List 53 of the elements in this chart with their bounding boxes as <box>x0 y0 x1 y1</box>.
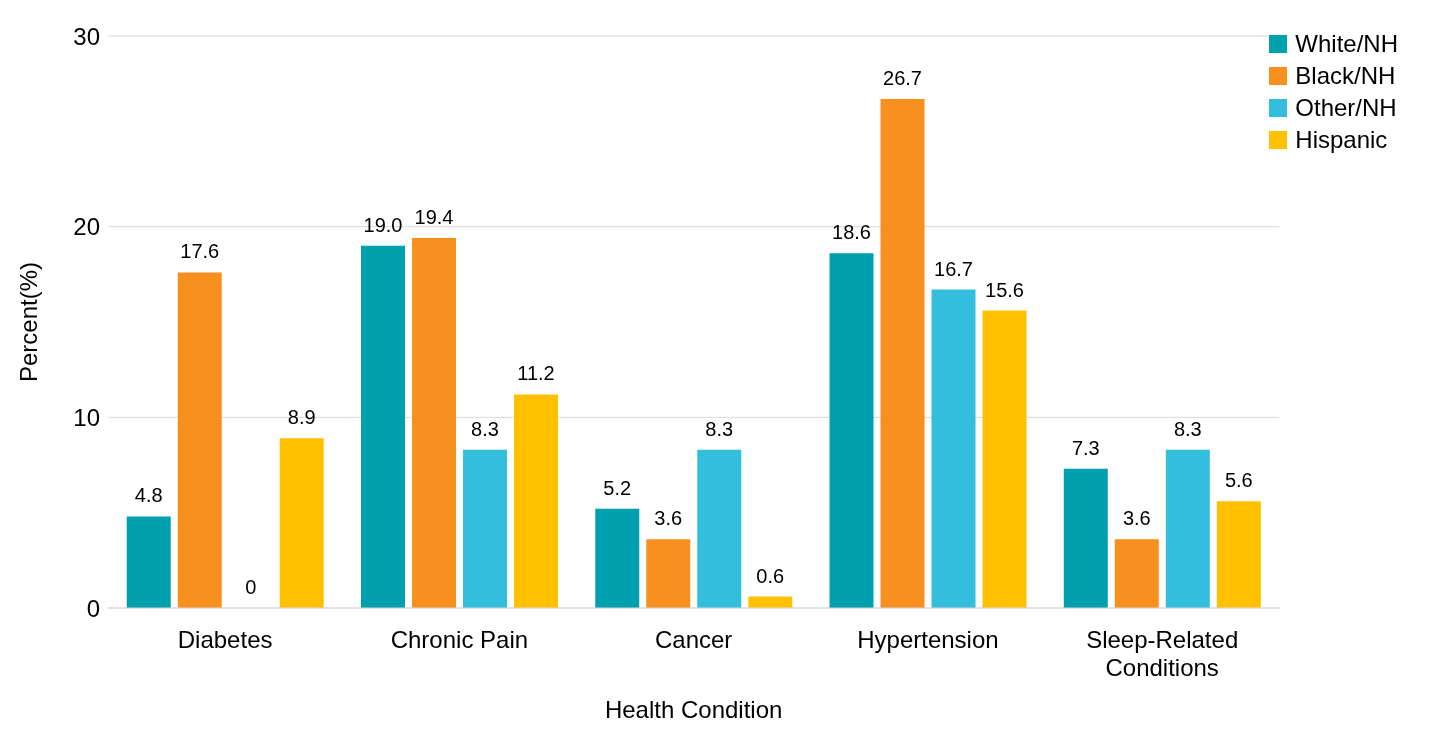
data-label: 0 <box>245 575 257 598</box>
bar <box>931 289 976 608</box>
bar <box>1063 468 1108 608</box>
bar <box>279 438 324 608</box>
bar <box>1216 501 1261 608</box>
data-label: 8.3 <box>471 417 499 440</box>
data-label: 26.7 <box>883 66 922 89</box>
data-label: 15.6 <box>985 278 1024 301</box>
data-label: 8.3 <box>1173 417 1202 440</box>
x-tick-label: Diabetes <box>177 625 273 653</box>
data-label: 17.6 <box>180 240 220 263</box>
bar <box>982 310 1027 608</box>
data-label: 0.6 <box>756 564 785 587</box>
y-tick-label: 20 <box>73 213 100 241</box>
bar <box>829 253 874 608</box>
bar <box>880 98 925 608</box>
x-tick-label: Sleep-Related Conditions <box>1086 625 1239 682</box>
x-tick-label: Chronic Pain <box>390 625 529 653</box>
data-label: 3.6 <box>654 507 683 530</box>
bar <box>463 449 507 608</box>
y-tick-label: 10 <box>73 403 100 431</box>
data-label: 3.6 <box>1122 507 1151 530</box>
bar <box>697 449 742 608</box>
legend-label: Black/NH <box>1295 61 1396 91</box>
bar <box>412 238 456 608</box>
y-tick-label: 30 <box>73 22 100 50</box>
y-tick-label: 0 <box>86 594 100 622</box>
y-axis-title: Percent(%) <box>14 261 42 383</box>
data-label: 8.9 <box>287 406 316 429</box>
data-label: 8.3 <box>705 417 734 440</box>
data-label: 4.8 <box>134 484 163 507</box>
data-label: 18.6 <box>832 221 871 244</box>
data-label: 11.2 <box>517 362 555 385</box>
data-label: 7.3 <box>1071 436 1100 459</box>
data-label: 5.6 <box>1224 469 1253 492</box>
legend-label: Other/NH <box>1295 93 1397 123</box>
data-label: 19.0 <box>363 213 403 236</box>
x-tick-label: Hypertension <box>857 625 999 653</box>
bar <box>361 245 405 608</box>
bar <box>126 516 171 608</box>
data-label: 5.2 <box>603 476 632 499</box>
legend-label: Hispanic <box>1295 125 1388 155</box>
bar <box>646 539 691 608</box>
bar <box>177 272 222 608</box>
x-axis-title: Health Condition <box>604 696 783 723</box>
bar <box>1165 449 1210 608</box>
bar <box>1114 539 1159 608</box>
data-label: 16.7 <box>934 257 973 280</box>
legend-label: White/NH <box>1295 29 1398 59</box>
x-tick-label: Cancer <box>654 625 733 653</box>
data-label: 19.4 <box>414 206 454 229</box>
bar <box>595 508 640 608</box>
bar <box>514 394 558 608</box>
